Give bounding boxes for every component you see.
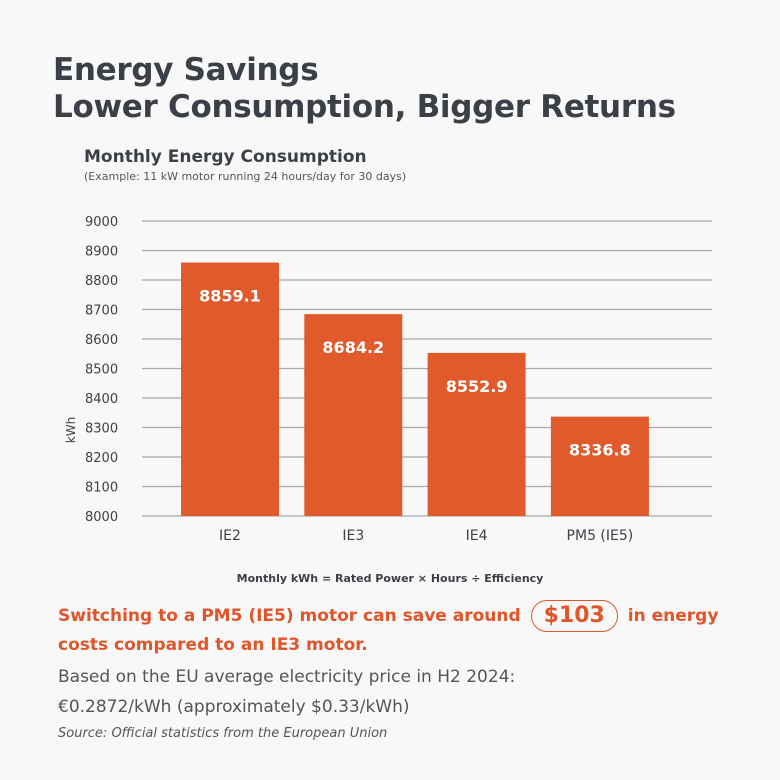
formula-note: Monthly kWh = Rated Power × Hours ÷ Effi… <box>236 572 544 585</box>
y-axis-label: kWh <box>64 417 78 443</box>
savings-value-badge: $103 <box>530 600 618 632</box>
bar-chart: 8000 8100 8200 8300 8400 8500 8600 8700 8800 8900… <box>64 215 712 544</box>
x-tick-label: PM5 (IE5) <box>567 528 634 544</box>
y-tick-label: 9000 <box>85 215 118 230</box>
bar-ie2 <box>181 262 279 516</box>
highlight-before: Switching to a PM5 (IE5) motor can save … <box>58 606 521 626</box>
source-note: Source: Official statistics from the Eur… <box>58 726 388 741</box>
bar-ie4 <box>427 352 526 516</box>
chart-subtitle: (Example: 11 kW motor running 24 hours/d… <box>84 170 407 183</box>
data-label: 8552.9 <box>446 377 508 396</box>
data-label: 8684.2 <box>322 338 384 357</box>
y-tick-label: 8700 <box>85 304 118 319</box>
savings-highlight: Switching to a PM5 (IE5) motor can save … <box>58 600 768 658</box>
y-tick-label: 8000 <box>85 510 118 525</box>
title-line-1: Energy Savings <box>53 52 319 88</box>
page-title: Energy Savings Lower Consumption, Bigger… <box>53 52 676 126</box>
chart-title: Monthly Energy Consumption <box>84 147 367 167</box>
data-label: 8336.8 <box>569 441 631 460</box>
title-line-2: Lower Consumption, Bigger Returns <box>53 89 676 125</box>
x-tick-label: IE4 <box>466 528 488 544</box>
basis-line-1: Based on the EU average electricity pric… <box>58 667 516 687</box>
price-basis: Based on the EU average electricity pric… <box>58 662 515 722</box>
y-tick-label: 8600 <box>85 333 118 348</box>
y-tick-label: 8500 <box>85 363 118 378</box>
highlight-after: in energy costs compared to an IE3 motor… <box>58 606 719 655</box>
data-label: 8859.1 <box>199 287 261 306</box>
bar-pm5-ie5- <box>550 416 649 516</box>
y-tick-label: 8100 <box>85 481 118 496</box>
y-tick-label: 8400 <box>85 392 118 407</box>
y-tick-label: 8200 <box>85 451 118 466</box>
basis-line-2: €0.2872/kWh (approximately $0.33/kWh) <box>58 697 410 717</box>
x-tick-label: IE3 <box>342 528 364 544</box>
y-tick-label: 8800 <box>85 274 118 289</box>
bar-ie3 <box>304 314 403 516</box>
y-tick-label: 8300 <box>85 422 118 437</box>
x-tick-label: IE2 <box>219 528 241 544</box>
y-tick-label: 8900 <box>85 245 118 260</box>
